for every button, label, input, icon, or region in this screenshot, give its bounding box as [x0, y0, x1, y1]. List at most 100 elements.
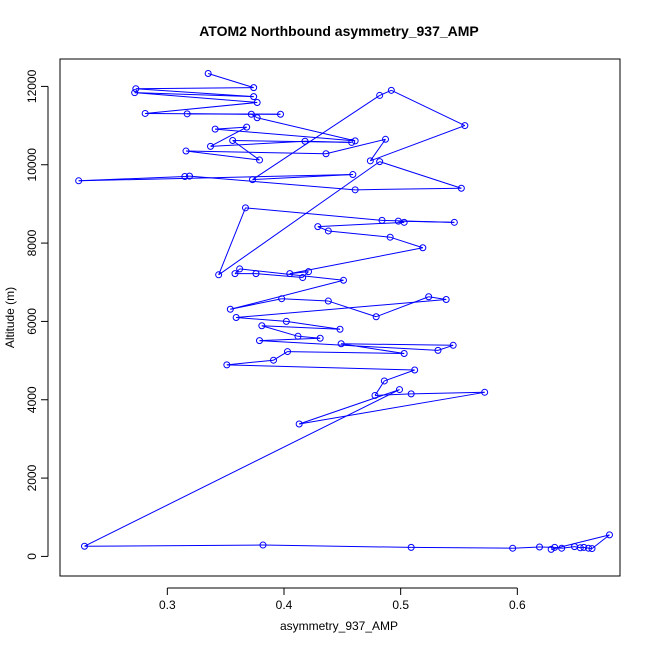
data-point: [242, 204, 249, 212]
series-segment: [226, 364, 415, 371]
series-segment: [189, 175, 356, 191]
data-point: [366, 157, 374, 165]
data-point: [576, 544, 584, 552]
data-point: [253, 98, 261, 106]
x-tick-label: 0.4: [276, 598, 293, 612]
series-segment: [185, 150, 260, 161]
series-points: [75, 69, 613, 553]
series-segment: [551, 534, 610, 550]
series-segment: [135, 87, 254, 90]
series-segment: [287, 351, 405, 355]
y-tick-label: 4000: [25, 386, 39, 413]
data-point: [301, 137, 309, 145]
data-point: [314, 223, 322, 231]
series-segment: [302, 271, 309, 278]
chart-title: ATOM2 Northbound asymmetry_937_AMP: [199, 23, 479, 39]
data-point: [182, 147, 190, 155]
series-segment: [384, 369, 415, 382]
data-point: [324, 227, 332, 235]
series-segment: [245, 207, 383, 221]
series-segment: [210, 126, 247, 147]
data-point: [286, 270, 294, 278]
data-point: [536, 543, 543, 551]
data-point: [558, 544, 566, 552]
data-point: [226, 305, 234, 313]
data-point: [461, 122, 469, 130]
data-point: [324, 297, 332, 305]
series-segment: [591, 534, 610, 549]
series-segment: [84, 544, 264, 547]
series-segment: [255, 273, 303, 279]
data-point: [131, 89, 139, 97]
data-point: [400, 350, 408, 358]
series-segment: [261, 325, 299, 337]
data-point: [270, 356, 277, 364]
series-segment: [369, 139, 386, 162]
data-point: [183, 110, 191, 118]
data-point: [247, 110, 255, 118]
data-point: [434, 346, 442, 354]
series-segment: [215, 126, 247, 130]
data-point: [386, 233, 394, 241]
data-point: [337, 340, 345, 348]
data-point: [449, 341, 457, 349]
data-point: [580, 543, 588, 551]
data-point: [588, 545, 596, 553]
data-point: [249, 176, 256, 184]
y-tick-label: 0: [25, 553, 39, 560]
data-point: [236, 265, 244, 273]
x-tick-label: 0.6: [509, 598, 526, 612]
series-segment: [512, 546, 540, 549]
series-segment: [379, 89, 392, 96]
series-segment: [411, 391, 485, 395]
series-segment: [135, 88, 254, 98]
series-segment: [261, 325, 341, 330]
data-point: [376, 91, 384, 99]
data-point: [336, 325, 344, 333]
data-point: [181, 173, 189, 180]
series-segment: [252, 95, 380, 181]
x-tick-label: 0.5: [392, 598, 409, 612]
data-point: [380, 377, 388, 385]
y-tick-label: 8000: [25, 229, 39, 256]
data-point: [348, 138, 356, 146]
data-point: [282, 317, 290, 325]
series-segment: [259, 340, 439, 351]
data-point: [232, 314, 240, 321]
data-point: [250, 84, 258, 92]
data-point: [400, 218, 408, 226]
data-point: [253, 114, 261, 122]
data-point: [378, 216, 386, 224]
data-point: [322, 150, 330, 158]
series-segment: [341, 343, 454, 346]
data-point: [457, 184, 465, 192]
series-segment: [134, 92, 254, 98]
x-tick-label: 0.3: [159, 598, 176, 612]
data-point: [450, 218, 458, 226]
data-point: [243, 123, 251, 131]
data-point: [351, 137, 359, 145]
data-point: [299, 274, 307, 282]
series-segment: [317, 221, 405, 228]
data-point: [396, 386, 403, 394]
data-point: [305, 268, 312, 276]
series-segment: [411, 546, 513, 549]
series-segment: [379, 161, 462, 189]
series-segment: [84, 389, 400, 547]
data-point: [132, 85, 140, 93]
series-segment: [391, 89, 466, 127]
data-point: [316, 334, 324, 342]
data-point: [585, 544, 592, 552]
data-point: [551, 543, 559, 551]
series-segment: [259, 337, 321, 342]
series-segment: [370, 125, 466, 162]
data-point: [349, 171, 357, 179]
series-segment: [561, 546, 575, 549]
data-point: [425, 293, 433, 301]
series-segment: [328, 230, 391, 238]
series-segment: [232, 140, 260, 161]
data-point: [284, 348, 291, 356]
series-segment: [78, 176, 185, 182]
data-point: [294, 332, 302, 340]
data-point: [186, 172, 193, 180]
